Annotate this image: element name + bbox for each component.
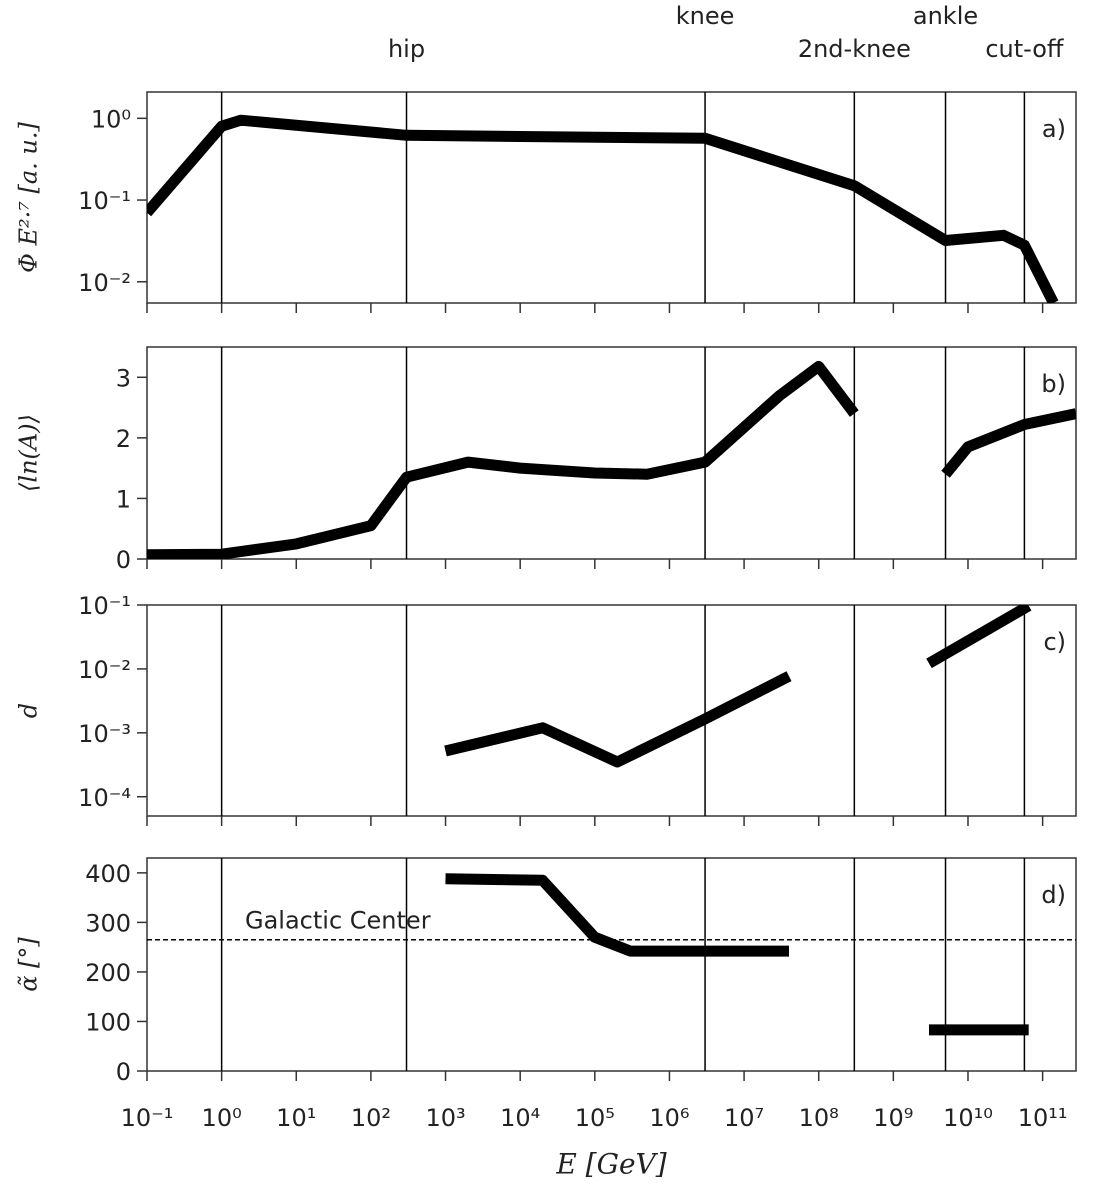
y-tick-label: 1 (116, 485, 131, 513)
feature-label: cut-off (985, 35, 1064, 63)
plot-frame (146, 604, 1077, 817)
plot-frame (146, 346, 1077, 560)
x-tick-label: 10¹⁰ (943, 1104, 993, 1132)
y-tick-label: 10⁻¹ (78, 592, 131, 620)
y-tick-label: 0 (116, 1058, 131, 1086)
data-line (444, 605, 1032, 768)
x-tick-label: 10² (351, 1104, 391, 1132)
feature-label: knee (676, 2, 735, 30)
plot-frame (146, 857, 1077, 1072)
data-line (147, 114, 1059, 303)
reference-label: Galactic Center (245, 907, 431, 935)
y-tick-label: 200 (85, 959, 131, 987)
y-axis-label: α̃ [°] (15, 937, 43, 992)
y-tick-label: 10⁰ (91, 105, 131, 133)
feature-label: hip (388, 35, 425, 63)
x-tick-label: 10⁵ (575, 1104, 615, 1132)
x-tick-label: 10⁻¹ (121, 1104, 174, 1132)
x-tick-label: 10⁶ (649, 1104, 689, 1132)
y-tick-label: 2 (116, 425, 131, 453)
panel-label: b) (1041, 370, 1066, 398)
data-line (445, 873, 1029, 1036)
y-tick-label: 300 (85, 909, 131, 937)
y-tick-label: 0 (116, 546, 131, 574)
x-tick-label: 10⁹ (873, 1104, 913, 1132)
feature-label: 2nd-knee (798, 35, 911, 63)
x-tick-label: 10¹¹ (1018, 1104, 1068, 1132)
x-tick-label: 10¹ (276, 1104, 316, 1132)
y-tick-label: 400 (85, 860, 131, 888)
x-tick-label: 10³ (425, 1104, 465, 1132)
y-tick-label: 10⁻⁴ (78, 784, 131, 812)
data-line (147, 360, 1076, 559)
x-tick-label: 10⁷ (724, 1104, 764, 1132)
feature-label: ankle (913, 2, 978, 30)
x-axis-label: E [GeV] (555, 1148, 666, 1181)
y-tick-label: 10⁻³ (78, 720, 131, 748)
y-axis-label: Φ E²·⁷ [a. u.] (15, 122, 43, 273)
panel-label: d) (1041, 881, 1066, 909)
x-tick-label: 10⁸ (799, 1104, 839, 1132)
y-tick-label: 10⁻² (78, 269, 131, 297)
x-tick-label: 10⁴ (500, 1104, 540, 1132)
panel-label: c) (1043, 628, 1066, 656)
y-axis-label: ⟨ln(A)⟩ (15, 414, 43, 492)
y-tick-label: 10⁻¹ (78, 187, 131, 215)
y-tick-label: 10⁻² (78, 656, 131, 684)
y-axis-label: d (15, 703, 43, 718)
y-tick-label: 100 (85, 1008, 131, 1036)
panel-label: a) (1042, 115, 1066, 143)
x-tick-label: 10⁰ (202, 1104, 242, 1132)
y-tick-label: 3 (116, 364, 131, 392)
plot-frame (146, 91, 1077, 304)
